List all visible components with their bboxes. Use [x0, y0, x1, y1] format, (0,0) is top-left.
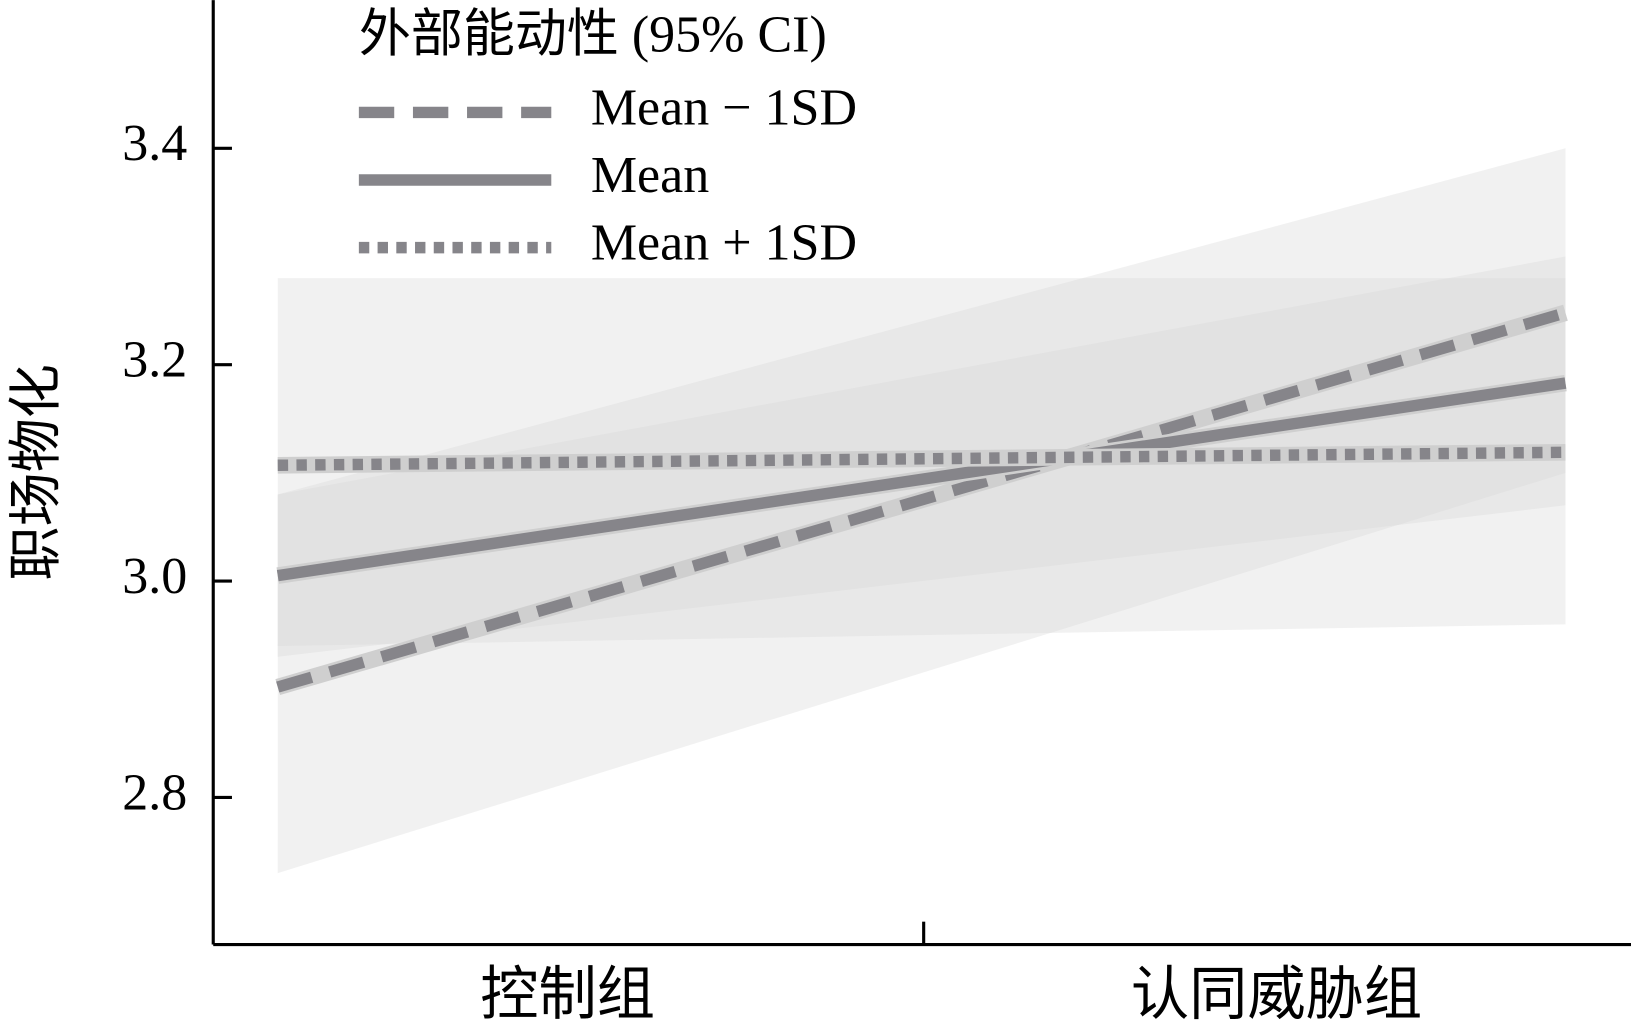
lines [275, 304, 1568, 696]
y-tick-label: 3.4 [122, 115, 187, 172]
x-tick-label: 认同威胁组 [1131, 962, 1422, 1027]
y-tick-label: 2.8 [122, 764, 187, 821]
line [276, 377, 1567, 582]
legend-label: Mean [591, 147, 709, 204]
line [276, 307, 1568, 693]
line [277, 446, 1566, 472]
ci-bands [277, 148, 1566, 874]
legend-label: Mean − 1SD [591, 79, 857, 136]
y-tick-label: 3.2 [122, 332, 187, 389]
y-axis-label: 职场物化 [6, 364, 66, 580]
legend-label: Mean + 1SD [591, 215, 857, 272]
legend-title: 外部能动性 (95% CI) [359, 7, 827, 64]
y-tick-label: 3.0 [122, 548, 187, 605]
legend: Mean − 1SD Mean Mean + 1SD [358, 79, 857, 272]
ci-band [277, 148, 1566, 874]
x-tick-label: 控制组 [480, 962, 655, 1027]
